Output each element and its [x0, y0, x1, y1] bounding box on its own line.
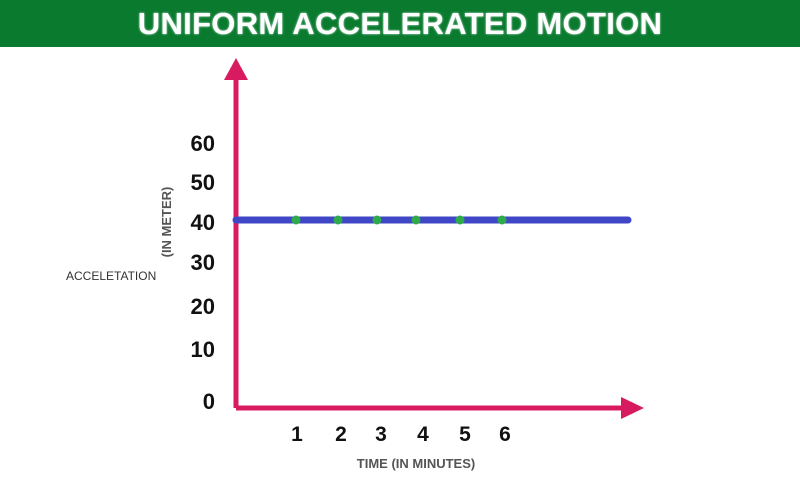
x-tick-label: 6	[499, 423, 511, 446]
x-axis-label: TIME (IN MINUTES)	[357, 456, 475, 471]
y-axis-label: ACCELETATION	[66, 269, 156, 283]
x-tick-label: 2	[335, 423, 347, 446]
y-tick-label: 20	[191, 294, 215, 319]
chart-title: UNIFORM ACCELERATED MOTION	[137, 5, 663, 41]
y-tick-label: 40	[191, 210, 215, 235]
title-bar: UNIFORM ACCELERATED MOTION	[0, 0, 800, 47]
data-point	[333, 215, 343, 225]
y-axis-arrow	[224, 58, 248, 80]
x-tick-label: 3	[375, 423, 387, 446]
y-axis-ticks: 0 10 20 30 40 50 60	[191, 131, 215, 414]
data-point	[455, 215, 465, 225]
x-axis-ticks: 1 2 3 4 5 6	[291, 423, 511, 446]
data-point	[291, 215, 301, 225]
x-tick-label: 5	[459, 423, 471, 446]
y-axis-unit-label: (IN METER)	[159, 187, 174, 258]
y-tick-label: 0	[203, 389, 215, 414]
x-tick-label: 1	[291, 423, 303, 446]
chart-series	[232, 215, 632, 225]
data-point	[411, 215, 421, 225]
data-point	[372, 215, 382, 225]
x-tick-label: 4	[417, 423, 429, 446]
y-tick-label: 50	[191, 170, 215, 195]
y-tick-label: 60	[191, 131, 215, 156]
data-point	[497, 215, 507, 225]
y-tick-label: 30	[191, 250, 215, 275]
y-tick-label: 10	[191, 337, 215, 362]
x-axis-arrow	[621, 397, 644, 419]
chart: 0 10 20 30 40 50 60 1 2 3 4 5 6 TIME (IN MINUTES) A…	[66, 58, 644, 471]
chart-axes	[224, 58, 644, 419]
